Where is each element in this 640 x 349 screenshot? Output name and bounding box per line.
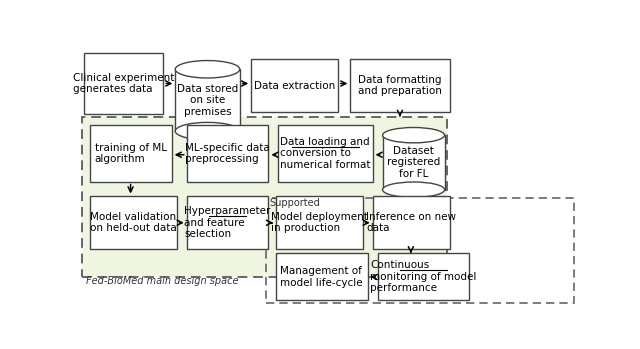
FancyBboxPatch shape (187, 125, 269, 181)
FancyBboxPatch shape (251, 59, 338, 112)
Ellipse shape (383, 127, 445, 143)
Text: Dataset
registered
for FL: Dataset registered for FL (387, 146, 440, 179)
Ellipse shape (383, 182, 445, 198)
FancyBboxPatch shape (84, 53, 163, 114)
FancyBboxPatch shape (350, 59, 449, 112)
FancyBboxPatch shape (278, 125, 372, 181)
Text: Management of
model life-cycle: Management of model life-cycle (280, 266, 363, 288)
FancyBboxPatch shape (83, 117, 447, 277)
Text: Data loading and
conversion to
numerical format: Data loading and conversion to numerical… (280, 137, 371, 170)
FancyBboxPatch shape (276, 253, 368, 300)
Ellipse shape (175, 122, 240, 140)
Text: Hyperparameter
and feature
selection: Hyperparameter and feature selection (184, 206, 271, 239)
FancyBboxPatch shape (378, 253, 469, 300)
Text: Fed-BioMed main design space: Fed-BioMed main design space (86, 276, 239, 286)
Text: training of ML
algorithm: training of ML algorithm (95, 143, 167, 164)
Text: Model validation
on held-out data: Model validation on held-out data (90, 212, 177, 233)
Ellipse shape (175, 60, 240, 78)
FancyBboxPatch shape (276, 196, 363, 249)
Bar (175, 69, 240, 131)
Text: Supported: Supported (269, 198, 320, 208)
Text: ML-specific data
preprocessing: ML-specific data preprocessing (185, 143, 270, 164)
FancyBboxPatch shape (372, 196, 449, 249)
FancyBboxPatch shape (187, 196, 269, 249)
Text: Data extraction: Data extraction (254, 81, 335, 90)
Text: Data stored
on site
premises: Data stored on site premises (177, 83, 238, 117)
Text: Clinical experiment
generates data: Clinical experiment generates data (73, 73, 174, 94)
Text: Model deployment
in production: Model deployment in production (271, 212, 368, 233)
Text: Data formatting
and preparation: Data formatting and preparation (358, 75, 442, 96)
Text: Inference on new
data: Inference on new data (366, 212, 456, 233)
Text: Continuous
monitoring of model
performance: Continuous monitoring of model performan… (371, 260, 477, 294)
FancyBboxPatch shape (90, 196, 177, 249)
Bar (383, 135, 445, 190)
FancyBboxPatch shape (90, 125, 172, 181)
